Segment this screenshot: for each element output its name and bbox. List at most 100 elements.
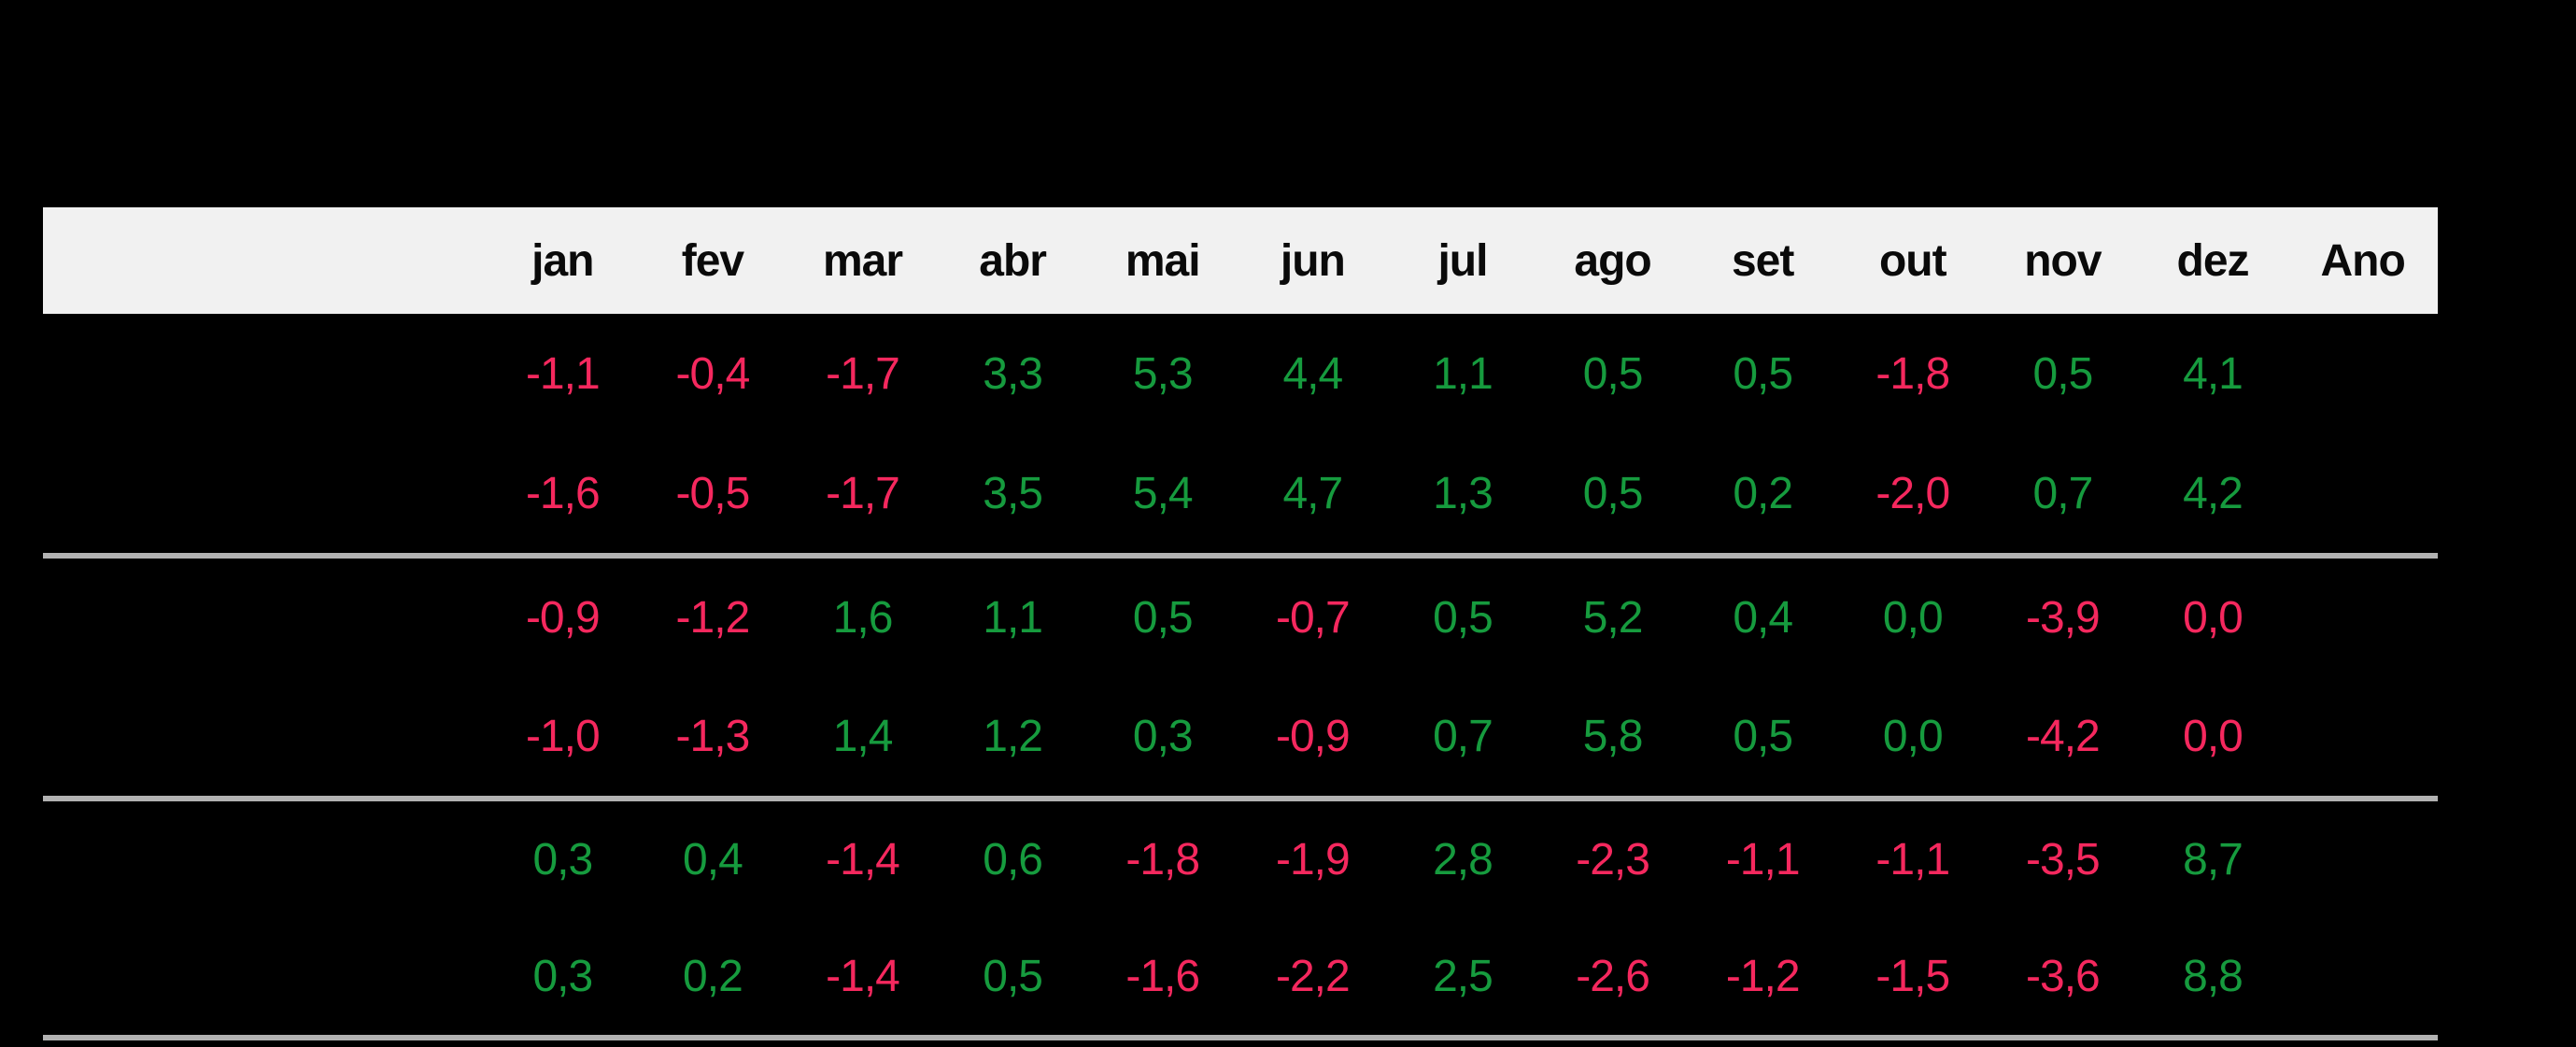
table-cell: -1,7 (826, 468, 900, 518)
table-cell: -1,8 (1875, 348, 1950, 399)
table-cell: 0,5 (1733, 348, 1793, 399)
column-header-ago: ago (1574, 235, 1651, 286)
table-cell: 8,7 (2183, 835, 2243, 884)
table-header-row: jan fev mar abr mai jun jul ago set out nov dez Ano (43, 207, 2438, 314)
table-cell: -0,4 (675, 348, 751, 399)
table-cell: 2,5 (1433, 952, 1493, 1001)
column-header-abr: abr (979, 235, 1047, 286)
table-row: -1,6 -0,5 -1,7 3,5 5,4 4,7 1,3 0,5 0,2 -2,0 0,7 4,2 (43, 433, 2438, 553)
table-cell: 0,3 (532, 835, 593, 884)
table-cell: 1,1 (1433, 348, 1493, 399)
table-cell: 1,4 (832, 712, 894, 761)
table-cell: 4,1 (2183, 348, 2243, 399)
column-header-fev: fev (681, 235, 744, 286)
group-divider (43, 553, 2438, 559)
table-cell: 0,5 (1582, 468, 1644, 518)
table-row: -0,9 -1,2 1,6 1,1 0,5 -0,7 0,5 5,2 0,4 0,0 -3,9 0,0 (43, 559, 2438, 677)
table-cell: -1,6 (1125, 952, 1200, 1001)
table-group-1: -1,1 -0,4 -1,7 3,3 5,3 4,4 1,1 0,5 0,5 -1,8 0,5 4,1… (43, 314, 2438, 553)
table-cell: -2,6 (1576, 952, 1650, 1001)
table-cell: -1,1 (1725, 835, 1801, 884)
table-cell: 4,2 (2183, 468, 2243, 518)
table-cell: -0,7 (1275, 593, 1351, 643)
table-cell: 5,3 (1132, 348, 1194, 399)
table-cell: 5,8 (1582, 712, 1644, 761)
table-cell: -1,1 (1875, 835, 1950, 884)
table-cell: 0,3 (532, 952, 593, 1001)
table-row: 0,3 0,2 -1,4 0,5 -1,6 -2,2 2,5 -2,6 -1,2 -1,5 -3,6… (43, 918, 2438, 1035)
table-cell: 3,3 (983, 348, 1043, 399)
column-header-jun: jun (1280, 235, 1346, 286)
table-cell: -1,7 (826, 348, 900, 399)
table-cell: -1,4 (826, 952, 900, 1001)
table-cell: 4,4 (1282, 348, 1343, 399)
table-cell: -1,2 (675, 593, 751, 643)
table-cell: -1,1 (525, 348, 601, 399)
table-cell: 0,0 (2183, 712, 2243, 761)
table-group-2: -0,9 -1,2 1,6 1,1 0,5 -0,7 0,5 5,2 0,4 0,0 -3,9 0,0… (43, 559, 2438, 796)
table-cell: -3,6 (2026, 952, 2101, 1001)
table-cell: 0,4 (683, 835, 743, 884)
table-cell: 0,2 (1733, 468, 1793, 518)
column-header-nov: nov (2024, 235, 2102, 286)
table-cell: -0,5 (675, 468, 751, 518)
table-cell: 0,5 (1132, 593, 1194, 643)
table-cell: -1,8 (1125, 835, 1200, 884)
table-cell: -1,3 (675, 712, 751, 761)
table-cell: 0,5 (2032, 348, 2094, 399)
monthly-returns-table: jan fev mar abr mai jun jul ago set out nov dez Ano … (43, 207, 2438, 1040)
table-cell: -1,0 (525, 712, 601, 761)
table-cell: 0,0 (1882, 712, 1944, 761)
table-cell: -3,9 (2026, 593, 2101, 643)
table-cell: -2,0 (1875, 468, 1950, 518)
table-group-3: 0,3 0,4 -1,4 0,6 -1,8 -1,9 2,8 -2,3 -1,1 -1,1 -3,5… (43, 801, 2438, 1035)
table-cell: -2,2 (1275, 952, 1351, 1001)
column-header-jan: jan (531, 235, 594, 286)
table-cell: 5,2 (1582, 593, 1644, 643)
column-header-Ano: Ano (2320, 235, 2405, 286)
column-header-mar: mar (822, 235, 903, 286)
table-cell: 0,6 (983, 835, 1043, 884)
table-cell: 1,2 (983, 712, 1043, 761)
table-row: 0,3 0,4 -1,4 0,6 -1,8 -1,9 2,8 -2,3 -1,1 -1,1 -3,5… (43, 801, 2438, 918)
table-cell: 0,0 (2183, 593, 2243, 643)
table-cell: 4,7 (1282, 468, 1343, 518)
table-cell: -1,6 (525, 468, 601, 518)
table-cell: -1,2 (1725, 952, 1801, 1001)
table-cell: 0,7 (1433, 712, 1493, 761)
table-cell: 0,5 (1582, 348, 1644, 399)
column-header-mai: mai (1125, 235, 1201, 286)
table-row: -1,1 -0,4 -1,7 3,3 5,3 4,4 1,1 0,5 0,5 -1,8 0,5 4,1 (43, 314, 2438, 433)
table-row: -1,0 -1,3 1,4 1,2 0,3 -0,9 0,7 5,8 0,5 0,0 -4,2 0,0 (43, 677, 2438, 796)
column-header-set: set (1731, 235, 1794, 286)
table-cell: -1,9 (1275, 835, 1351, 884)
table-cell: -1,5 (1875, 952, 1950, 1001)
table-cell: 1,6 (832, 593, 894, 643)
table-cell: 2,8 (1433, 835, 1493, 884)
table-cell: -4,2 (2026, 712, 2101, 761)
table-cell: 3,5 (983, 468, 1043, 518)
column-header-dez: dez (2176, 235, 2250, 286)
table-cell: 0,0 (1882, 593, 1944, 643)
table-cell: -2,3 (1576, 835, 1650, 884)
table-cell: 8,8 (2183, 952, 2243, 1001)
table-cell: 0,4 (1733, 593, 1793, 643)
table-cell: 0,5 (1733, 712, 1793, 761)
table-cell: -3,5 (2026, 835, 2101, 884)
column-header-out: out (1878, 235, 1947, 286)
table-cell: 5,4 (1132, 468, 1194, 518)
table-cell: 0,7 (2032, 468, 2094, 518)
group-divider (43, 1035, 2438, 1040)
table-cell: 1,3 (1433, 468, 1493, 518)
table-body: -1,1 -0,4 -1,7 3,3 5,3 4,4 1,1 0,5 0,5 -1,8 0,5 4,1… (43, 314, 2438, 1040)
table-cell: 0,3 (1132, 712, 1194, 761)
table-cell: 0,5 (1433, 593, 1493, 643)
table-cell: -0,9 (525, 593, 601, 643)
table-cell: -0,9 (1275, 712, 1351, 761)
group-divider (43, 796, 2438, 801)
table-cell: 0,5 (983, 952, 1043, 1001)
table-cell: -1,4 (826, 835, 900, 884)
table-cell: 0,2 (683, 952, 743, 1001)
table-cell: 1,1 (983, 593, 1043, 643)
column-header-jul: jul (1437, 235, 1488, 286)
